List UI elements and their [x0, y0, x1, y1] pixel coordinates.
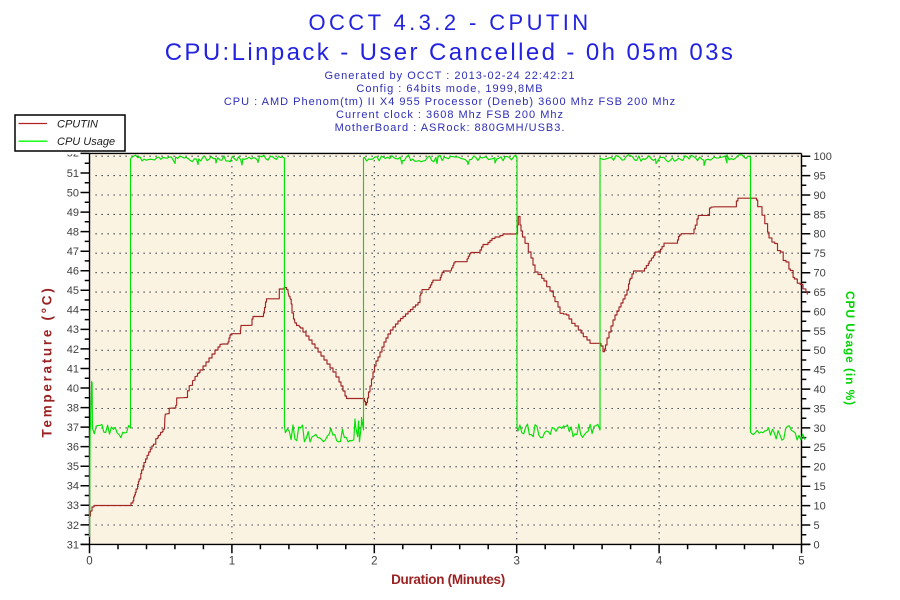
svg-text:CPU : AMD Phenom(tm) II X4 955: CPU : AMD Phenom(tm) II X4 955 Processor… — [224, 96, 676, 108]
svg-text:OCCT 4.3.2 - CPUTIN: OCCT 4.3.2 - CPUTIN — [308, 10, 591, 35]
svg-text:48: 48 — [67, 227, 79, 239]
svg-text:38: 38 — [67, 402, 79, 414]
svg-text:34: 34 — [67, 481, 79, 493]
svg-text:0: 0 — [814, 539, 820, 551]
svg-text:36: 36 — [67, 442, 79, 454]
svg-text:1: 1 — [229, 555, 235, 567]
svg-text:CPU Usage: CPU Usage — [57, 136, 115, 148]
svg-text:45: 45 — [67, 285, 79, 297]
svg-text:20: 20 — [814, 462, 826, 474]
svg-text:25: 25 — [814, 442, 826, 454]
svg-text:30: 30 — [814, 423, 826, 435]
svg-text:42: 42 — [67, 344, 79, 356]
svg-text:50: 50 — [67, 187, 79, 199]
svg-text:5: 5 — [814, 520, 820, 532]
svg-text:55: 55 — [814, 326, 826, 338]
svg-text:MotherBoard : ASRock: 880GMH/U: MotherBoard : ASRock: 880GMH/USB3. — [335, 122, 566, 134]
svg-text:85: 85 — [814, 209, 826, 221]
svg-text:5: 5 — [798, 555, 804, 567]
svg-text:0: 0 — [86, 555, 92, 567]
svg-text:Temperature (°C): Temperature (°C) — [40, 286, 55, 438]
svg-text:70: 70 — [814, 268, 826, 280]
svg-text:75: 75 — [814, 248, 826, 260]
svg-text:Config : 64bits mode, 1999,8MB: Config : 64bits mode, 1999,8MB — [356, 83, 543, 95]
svg-text:46: 46 — [67, 266, 79, 278]
svg-text:50: 50 — [814, 345, 826, 357]
svg-text:33: 33 — [67, 500, 79, 512]
svg-text:43: 43 — [67, 324, 79, 336]
svg-text:60: 60 — [814, 306, 826, 318]
svg-text:Current clock : 3608 Mhz FSB 2: Current clock : 3608 Mhz FSB 200 Mhz — [336, 109, 564, 121]
svg-text:49: 49 — [67, 207, 79, 219]
svg-text:44: 44 — [67, 305, 79, 317]
svg-text:CPU Usage (in %): CPU Usage (in %) — [843, 291, 857, 406]
svg-text:100: 100 — [814, 151, 832, 163]
svg-text:35: 35 — [67, 461, 79, 473]
svg-text:10: 10 — [814, 501, 826, 513]
svg-text:37: 37 — [67, 422, 79, 434]
svg-text:4: 4 — [656, 555, 663, 567]
svg-text:80: 80 — [814, 229, 826, 241]
svg-text:40: 40 — [814, 384, 826, 396]
svg-text:45: 45 — [814, 365, 826, 377]
svg-text:65: 65 — [814, 287, 826, 299]
svg-text:90: 90 — [814, 190, 826, 202]
svg-text:2: 2 — [371, 555, 377, 567]
svg-text:CPUTIN: CPUTIN — [57, 119, 98, 131]
svg-text:41: 41 — [67, 363, 79, 375]
svg-text:Duration (Minutes): Duration (Minutes) — [391, 572, 505, 587]
svg-text:3: 3 — [513, 555, 519, 567]
svg-text:51: 51 — [67, 168, 79, 180]
svg-text:35: 35 — [814, 403, 826, 415]
svg-text:32: 32 — [67, 520, 79, 532]
svg-text:40: 40 — [67, 383, 79, 395]
svg-text:31: 31 — [67, 539, 79, 551]
svg-text:15: 15 — [814, 481, 826, 493]
svg-text:47: 47 — [67, 246, 79, 258]
svg-text:CPU:Linpack - User Cancelled -: CPU:Linpack - User Cancelled - 0h 05m 03… — [165, 39, 736, 66]
svg-text:95: 95 — [814, 171, 826, 183]
svg-text:52: 52 — [67, 148, 79, 160]
svg-text:Generated by OCCT : 2013-02-24: Generated by OCCT : 2013-02-24 22:42:21 — [325, 70, 576, 82]
